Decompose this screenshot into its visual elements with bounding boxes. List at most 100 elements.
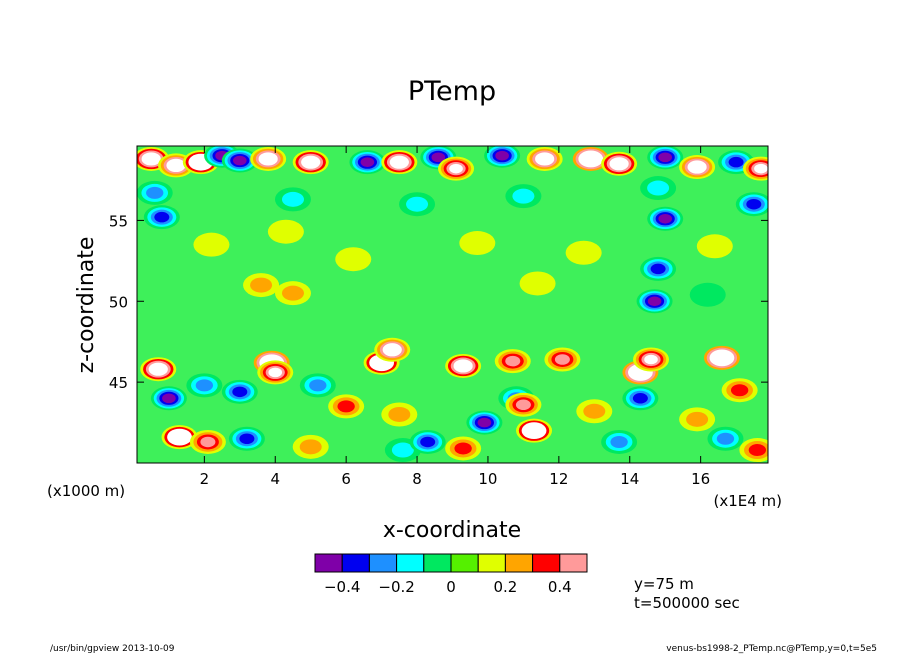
field-feature [640, 256, 677, 281]
contour-blob [154, 211, 170, 223]
contour-blob [572, 245, 595, 261]
contour-blob [690, 162, 704, 172]
field-feature [703, 345, 740, 370]
contour-blob [686, 411, 709, 427]
contour-blob [169, 160, 183, 171]
contour-blob [406, 196, 429, 212]
field-feature [647, 146, 684, 170]
field-feature [689, 282, 726, 307]
contour-blob [537, 154, 552, 164]
field-feature [221, 148, 258, 173]
x-tick-label: 14 [620, 470, 639, 488]
field-feature [189, 429, 226, 454]
contour-blob [456, 361, 470, 371]
contour-blob [392, 157, 407, 167]
contour-blob [232, 386, 248, 398]
y-tick-label: 55 [109, 212, 128, 230]
x-axis-label: x-coordinate [383, 518, 521, 543]
colorbar-swatch [450, 553, 479, 573]
field-feature [572, 146, 609, 171]
field-feature [601, 429, 638, 454]
y-tick-label: 45 [109, 374, 128, 392]
x-tick-label: 12 [549, 470, 568, 488]
field-feature [707, 426, 744, 451]
contour-blob [632, 393, 648, 404]
x-axis: 2 4 6 8 10 12 14 16 [200, 146, 710, 488]
contour-blob [647, 180, 670, 196]
field-feature [494, 349, 531, 374]
colorbar-swatch [423, 553, 452, 573]
field-feature [186, 373, 223, 398]
field-feature [445, 353, 482, 378]
chart-title: PTemp [408, 76, 496, 107]
colorbar-swatch [477, 553, 506, 573]
contour-blob [505, 355, 521, 367]
field-feature [633, 347, 670, 372]
contour-blob [172, 432, 187, 442]
field-feature [274, 187, 311, 212]
contour-blob [250, 277, 273, 293]
contour-blob [610, 435, 628, 448]
field-feature [445, 436, 482, 461]
colorbar-tick-label: −0.4 [324, 578, 360, 596]
field-feature [696, 234, 733, 259]
field-feature [137, 180, 173, 205]
contour-blob [658, 213, 672, 224]
field-feature [299, 373, 336, 398]
contour-blob [337, 400, 355, 413]
contour-blob [335, 247, 372, 272]
contour-blob [583, 403, 606, 419]
contour-blob [281, 191, 304, 207]
contour-blob [268, 367, 283, 378]
colorbar-swatch [532, 553, 561, 573]
contour-blob [477, 417, 492, 428]
contour-blob [195, 379, 214, 392]
colorbar-swatch [559, 553, 588, 573]
time-label: t=500000 sec [634, 594, 740, 612]
contour-blob [420, 436, 436, 448]
field-feature [505, 184, 542, 209]
field-feature [381, 402, 418, 427]
field-feature [267, 219, 304, 244]
contour-blob [689, 282, 726, 307]
contour-blob [388, 406, 411, 422]
contour-blob [233, 155, 247, 166]
contour-blob [360, 157, 375, 167]
field-feature [622, 386, 659, 411]
y-position-label: y=75 m [634, 575, 694, 593]
contour-blob [299, 439, 322, 455]
contour-blob [644, 354, 658, 365]
field-feature [519, 271, 556, 296]
field-feature [257, 360, 294, 385]
contour-blob [391, 442, 414, 458]
y-axis: 45 50 55 [109, 212, 768, 392]
x-tick-label: 10 [478, 470, 497, 488]
field-feature [374, 337, 411, 362]
contour-blob [696, 234, 733, 259]
colorbar-swatch [368, 553, 398, 573]
field-feature [505, 392, 542, 417]
field-feature [399, 192, 436, 217]
field-feature [335, 247, 372, 272]
plot-area [137, 146, 768, 463]
contour-blob [261, 154, 275, 164]
contour-blob [151, 364, 166, 374]
colorbar-tick-label: 0 [446, 578, 456, 596]
contour-blob [716, 432, 735, 445]
field-feature [228, 426, 265, 451]
field-feature [576, 399, 613, 424]
contour-blob [267, 219, 304, 244]
footer-left: /usr/bin/gpview 2013-10-09 [50, 644, 175, 654]
contour-blob [748, 444, 767, 457]
contour-blob [303, 157, 318, 167]
contour-blob [193, 232, 230, 257]
contour-blob [554, 354, 570, 365]
field-feature [182, 150, 219, 175]
field-marks [137, 146, 768, 463]
contour-blob [162, 393, 176, 404]
contour-blob [385, 344, 400, 355]
contour-blob [200, 436, 216, 448]
field-feature [161, 425, 198, 450]
contour-blob [612, 158, 626, 169]
x-tick-label: 8 [412, 470, 422, 488]
